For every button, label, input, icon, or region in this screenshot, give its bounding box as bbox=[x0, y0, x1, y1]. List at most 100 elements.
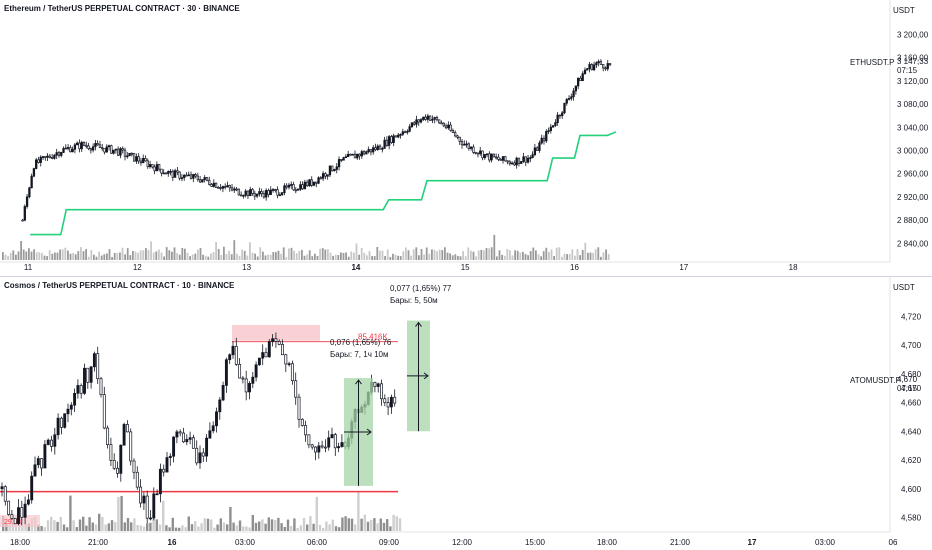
eth-volume-bar bbox=[12, 250, 15, 260]
candle-body bbox=[73, 144, 77, 150]
candle-body bbox=[485, 153, 489, 156]
candle-body bbox=[320, 445, 324, 448]
candle-body bbox=[91, 146, 95, 151]
eth-volume-bar bbox=[379, 250, 381, 260]
candle-body bbox=[241, 377, 245, 380]
eth-volume-bar bbox=[459, 256, 462, 260]
candle-body bbox=[86, 367, 90, 383]
candle-body bbox=[435, 117, 439, 121]
candle-body bbox=[137, 156, 140, 162]
eth-y-tick-label: 2 960,00 bbox=[897, 170, 929, 179]
eth-volume-bar bbox=[524, 254, 527, 260]
eth-volume-bar bbox=[197, 249, 199, 260]
candle-body bbox=[586, 68, 589, 71]
atom-volume-bar bbox=[322, 527, 325, 531]
candle-body bbox=[369, 149, 373, 153]
candle-body bbox=[135, 156, 138, 162]
eth-volume-bar bbox=[22, 249, 25, 260]
eth-volume-bar bbox=[238, 255, 241, 260]
atom-candlestick-chart[interactable]: 4,7204,7004,6804,6704,6604,6404,6204,600… bbox=[0, 277, 932, 550]
eth-volume-bar bbox=[444, 247, 446, 260]
candle-body bbox=[83, 367, 86, 394]
candle-body bbox=[373, 382, 377, 387]
candle-body bbox=[139, 486, 143, 504]
eth-volume-bar bbox=[207, 256, 210, 260]
candle-body bbox=[460, 141, 464, 146]
atom-volume-bar bbox=[104, 524, 107, 531]
candle-body bbox=[32, 168, 36, 177]
eth-volume-bar bbox=[353, 252, 355, 260]
eth-volume-bar bbox=[194, 253, 197, 260]
candle-body bbox=[296, 188, 300, 191]
candle-body bbox=[169, 170, 172, 173]
candle-body bbox=[451, 130, 455, 133]
eth-volume-bar bbox=[15, 254, 17, 260]
eth-volume-bar bbox=[581, 249, 584, 260]
eth-volume-bar bbox=[173, 247, 176, 260]
atom-volume-bar bbox=[392, 514, 395, 531]
eth-volume-bar bbox=[158, 249, 160, 260]
eth-volume-bar bbox=[87, 256, 90, 260]
candle-body bbox=[353, 153, 357, 159]
candle-body bbox=[520, 161, 523, 164]
candle-body bbox=[255, 193, 259, 197]
eth-volume-bar bbox=[483, 250, 485, 260]
eth-volume-bar bbox=[363, 252, 366, 260]
candle-body bbox=[337, 159, 341, 168]
candle-body bbox=[142, 158, 145, 164]
candle-body bbox=[89, 148, 92, 151]
pane-separator[interactable] bbox=[0, 276, 932, 277]
eth-volume-bar bbox=[516, 250, 519, 260]
atom-volume-bar bbox=[261, 519, 264, 531]
atom-y-tick-label: 4,680 bbox=[901, 370, 922, 379]
atom-volume-bar bbox=[254, 522, 258, 531]
candle-body bbox=[89, 366, 93, 383]
measure1-bars: Бары: 7, 1ч 10м bbox=[330, 350, 389, 359]
candle-body bbox=[125, 424, 129, 433]
candle-body bbox=[194, 174, 197, 177]
candle-body bbox=[102, 394, 106, 429]
candle-body bbox=[211, 425, 215, 432]
candle-body bbox=[280, 192, 284, 196]
atom-volume-bar bbox=[56, 521, 59, 531]
eth-volume-bar bbox=[25, 251, 28, 260]
eth-volume-bar bbox=[264, 255, 267, 260]
atom-chart-pane[interactable]: 4,720 4,700 4,680 4,670 4,660 4,640 4,620 4,600… bbox=[0, 277, 932, 550]
eth-volume-bar bbox=[568, 254, 571, 260]
eth-volume-bar bbox=[191, 254, 194, 260]
eth-candlestick-chart[interactable]: 3 200,00 3 160,00 3 120,00 3 080,00 3 040,00… bbox=[0, 0, 932, 276]
candle-body bbox=[327, 437, 331, 448]
candle-body bbox=[132, 153, 136, 162]
candle-body bbox=[80, 141, 83, 150]
candle-body bbox=[244, 190, 247, 196]
atom-volume-bar bbox=[110, 520, 114, 531]
candle-body bbox=[269, 189, 272, 195]
eth-volume-bar bbox=[347, 256, 350, 260]
atom-volume-bar bbox=[357, 492, 360, 531]
atom-volume-bar bbox=[370, 519, 373, 531]
atom-symbol-label: ATOMUSDT.P bbox=[850, 376, 901, 385]
eth-volume-bar bbox=[202, 254, 204, 260]
atom-volume-bar bbox=[85, 525, 88, 531]
eth-chart-pane[interactable]: 3 200,00 3 160,00 3 120,00 3 080,00 3 040,00… bbox=[0, 0, 932, 276]
candle-body bbox=[526, 157, 530, 163]
atom-volume-bar bbox=[264, 523, 267, 531]
candle-body bbox=[438, 119, 441, 124]
eth-volume-bar bbox=[132, 250, 134, 260]
eth-volume-bar bbox=[178, 254, 181, 260]
eth-volume-bar bbox=[108, 249, 111, 260]
eth-volume-bar bbox=[527, 255, 529, 260]
measure2-label: 0,077 (1,65%) 77 Бары: 5, 50м bbox=[390, 283, 451, 307]
atom-volume-bar bbox=[270, 519, 274, 531]
atom-volume-bar bbox=[91, 522, 94, 531]
candle-body bbox=[387, 136, 391, 146]
measure2-bars: Бары: 5, 50м bbox=[390, 296, 438, 305]
atom-volume-bar bbox=[280, 523, 283, 531]
atom-volume-bar bbox=[123, 522, 126, 531]
eth-volume-bar bbox=[579, 255, 581, 260]
atom-x-tick-label: 15:00 bbox=[525, 538, 546, 547]
eth-volume-bar bbox=[100, 255, 103, 260]
eth-volume-bar bbox=[93, 254, 95, 260]
candle-body bbox=[592, 64, 596, 71]
eth-volume-bar bbox=[233, 240, 236, 260]
